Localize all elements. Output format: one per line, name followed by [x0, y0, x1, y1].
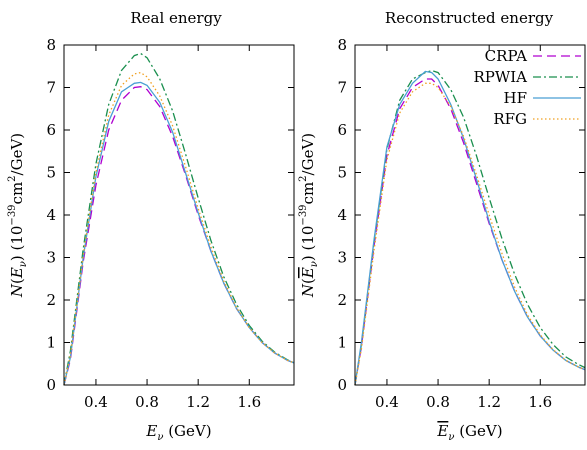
y-tick-label: 5	[337, 164, 347, 182]
y-tick-label: 8	[337, 36, 347, 54]
y-tick-label: 7	[337, 79, 347, 97]
legend-label-rpwia: RPWIA	[473, 68, 527, 86]
panel-title: Reconstructed energy	[385, 9, 554, 27]
tick-layer: 0 1 2 3 4 5 6 7 8 0.4 0.8 1.2 1.6	[337, 36, 585, 411]
plot-frame	[63, 44, 295, 386]
y-tick-label: 4	[46, 206, 56, 224]
legend-label-crpa: CRPA	[485, 47, 527, 65]
panel-reconstructed-energy: Reconstructed energy 0 1 2 3 4 5 6 7 8 0.4 0.8 1.2 1…	[298, 9, 586, 443]
series-layer	[63, 52, 295, 386]
legend-label-rfg: RFG	[493, 110, 527, 128]
y-tick-label: 8	[46, 36, 56, 54]
y-tick-label: 2	[46, 291, 56, 309]
y-axis-label: N(Eν) (10−39cm2/GeV)	[298, 133, 320, 298]
y-axis-label: N(Eν) (10−39cm2/GeV)	[7, 133, 29, 298]
x-tick-label: 0.8	[135, 393, 159, 411]
panel-title: Real energy	[130, 9, 222, 27]
tick-layer: 0 1 2 3 4 5 6 7 8 0.4 0.8 1.2 1.6	[46, 36, 294, 411]
y-tick-label: 6	[46, 121, 56, 139]
x-tick-label: 0.8	[426, 393, 450, 411]
series-line-rpwia	[354, 69, 586, 386]
panel-real-energy: Real energy 0 1 2 3 4 5 6 7 8 0.4 0.8 1.2 1.6 Eν (Ge…	[7, 9, 295, 443]
x-axis-label: Eν (GeV)	[436, 422, 502, 443]
y-tick-label: 1	[46, 334, 56, 352]
y-tick-label: 4	[337, 206, 347, 224]
series-line-rfg	[63, 71, 295, 386]
series-line-crpa	[354, 78, 586, 386]
y-tick-label: 6	[337, 121, 347, 139]
x-tick-label: 1.6	[528, 393, 552, 411]
legend-label-hf: HF	[504, 89, 528, 107]
legend: CRPA RPWIA HF RFG	[473, 47, 581, 128]
y-tick-label: 5	[46, 164, 56, 182]
series-line-hf	[63, 81, 295, 386]
y-tick-label: 7	[46, 79, 56, 97]
x-tick-label: 1.2	[477, 393, 501, 411]
series-line-rpwia	[63, 52, 295, 386]
series-layer	[354, 69, 586, 386]
series-line-rfg	[354, 82, 586, 386]
x-axis-label: Eν (GeV)	[145, 422, 211, 443]
y-tick-label: 2	[337, 291, 347, 309]
x-tick-label: 1.2	[186, 393, 210, 411]
y-tick-label: 3	[46, 249, 56, 267]
x-tick-label: 0.4	[375, 393, 399, 411]
y-tick-label: 3	[337, 249, 347, 267]
plot-frame	[354, 44, 586, 386]
y-tick-label: 1	[337, 334, 347, 352]
y-tick-label: 0	[46, 376, 56, 394]
x-tick-label: 0.4	[84, 393, 108, 411]
x-tick-label: 1.6	[237, 393, 261, 411]
y-tick-label: 0	[337, 376, 347, 394]
